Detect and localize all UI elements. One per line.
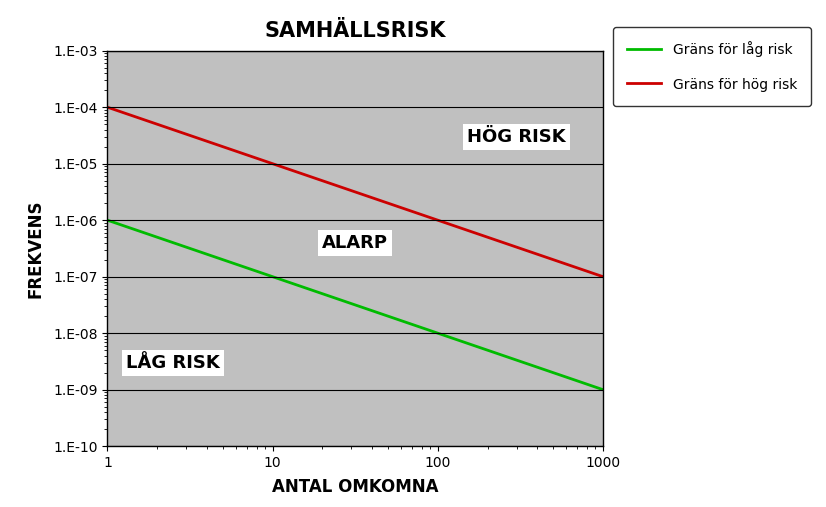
Y-axis label: FREKVENS: FREKVENS [26, 199, 45, 298]
X-axis label: ANTAL OMKOMNA: ANTAL OMKOMNA [272, 478, 439, 496]
Title: SAMHÄLLSRISK: SAMHÄLLSRISK [264, 21, 446, 41]
Text: LÅG RISK: LÅG RISK [126, 354, 220, 372]
Legend: Gräns för låg risk, Gräns för hög risk: Gräns för låg risk, Gräns för hög risk [613, 27, 811, 106]
Text: ALARP: ALARP [322, 234, 388, 251]
Text: HÖG RISK: HÖG RISK [467, 128, 566, 146]
